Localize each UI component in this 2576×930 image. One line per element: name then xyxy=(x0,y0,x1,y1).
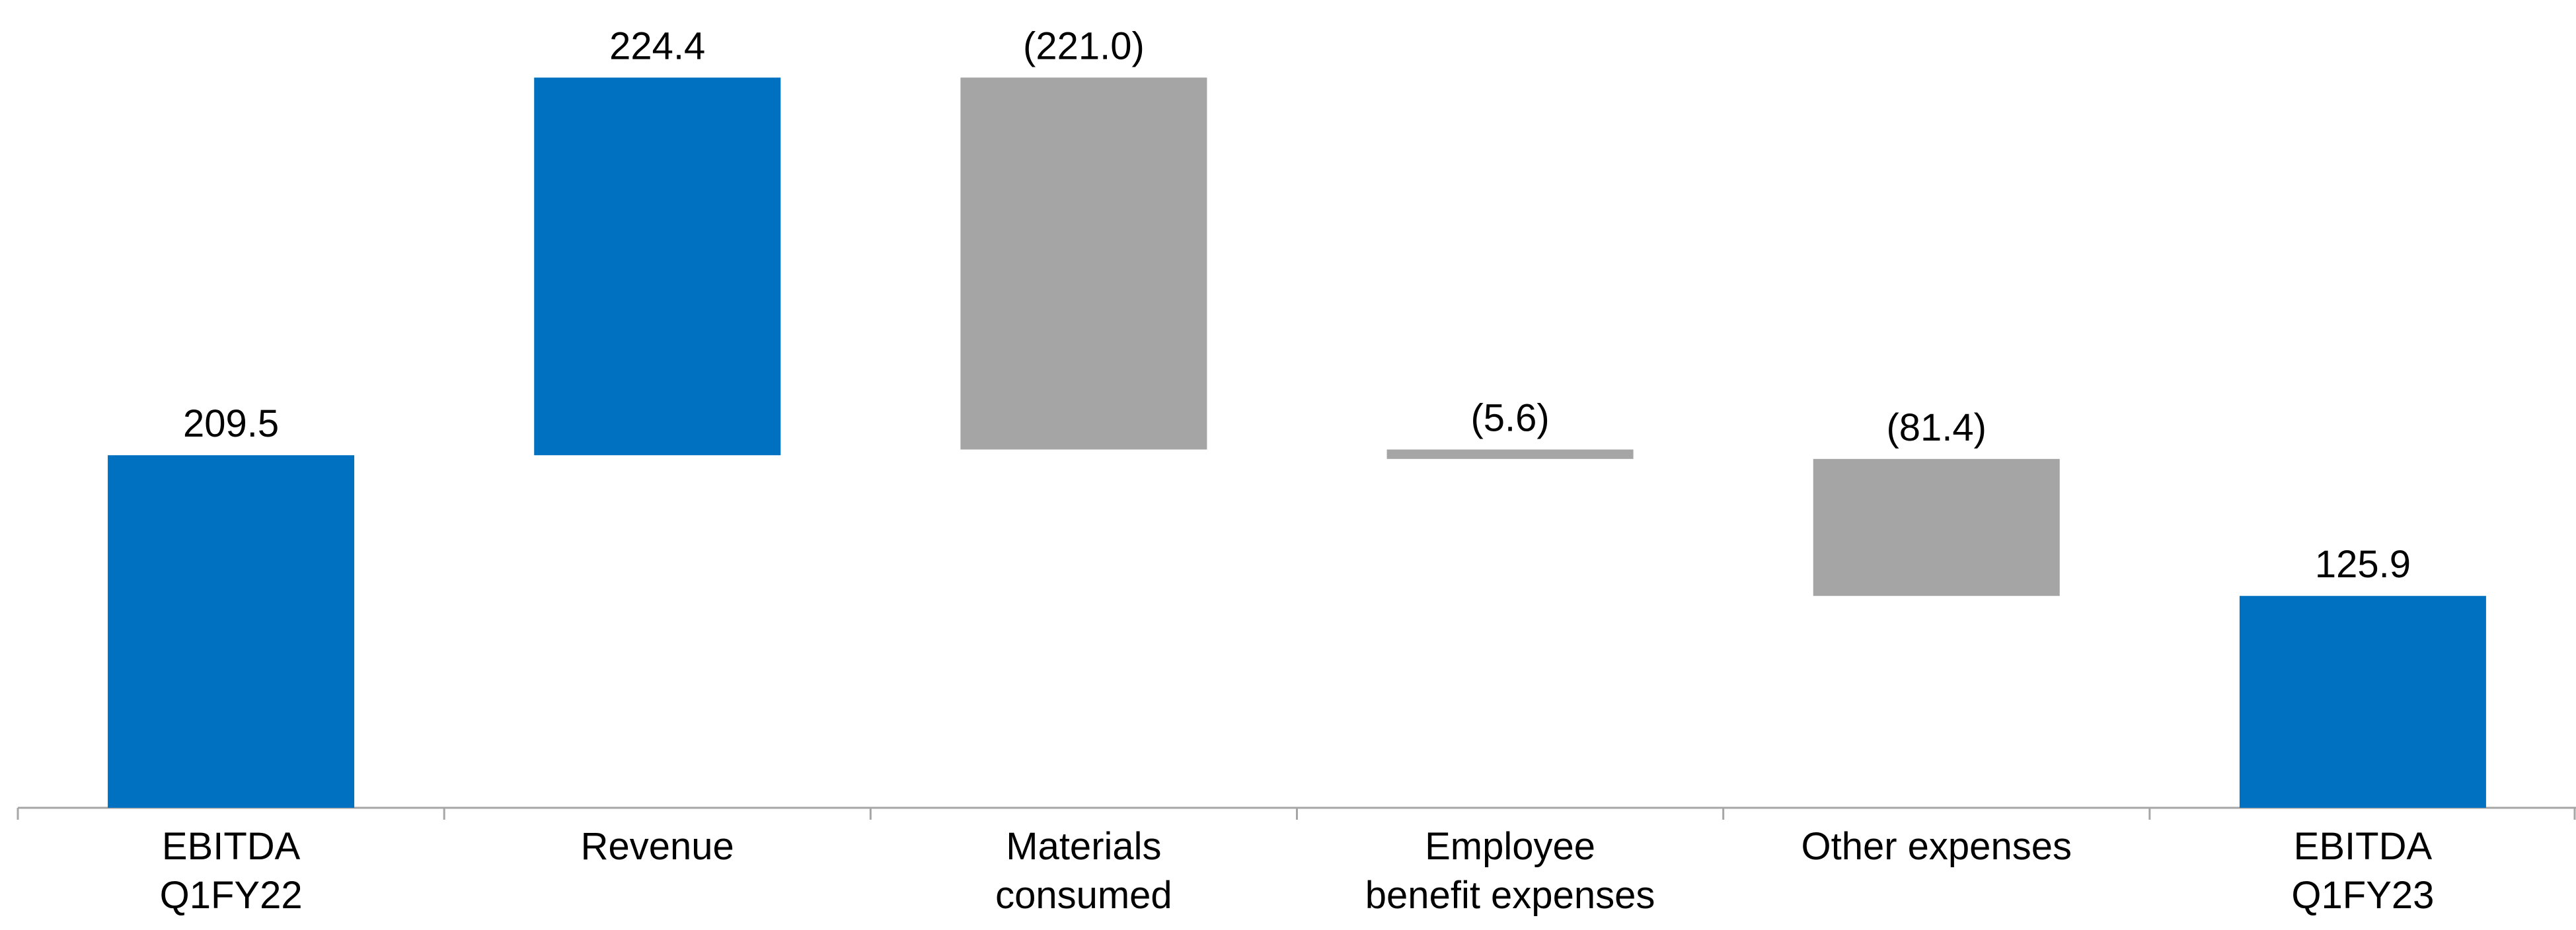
bar xyxy=(960,77,1207,450)
bar xyxy=(2239,596,2486,808)
bar xyxy=(1386,449,1634,459)
value-label: (221.0) xyxy=(1023,24,1145,67)
bar xyxy=(108,455,355,808)
value-label: 209.5 xyxy=(183,402,279,445)
value-label: 125.9 xyxy=(2315,543,2411,586)
bar xyxy=(534,77,781,456)
category-label: EBITDA Q1FY22 xyxy=(159,825,303,917)
category-label: Employee benefit expenses xyxy=(1365,825,1655,917)
category-label: Other expenses xyxy=(1801,825,2072,868)
category-label: EBITDA Q1FY23 xyxy=(2291,825,2435,917)
category-label: Materials consumed xyxy=(995,825,1172,917)
bar xyxy=(1813,458,2060,596)
category-label: Revenue xyxy=(580,825,734,868)
value-label: (5.6) xyxy=(1470,397,1549,440)
value-label: (81.4) xyxy=(1886,406,1987,449)
value-label: 224.4 xyxy=(609,24,705,67)
